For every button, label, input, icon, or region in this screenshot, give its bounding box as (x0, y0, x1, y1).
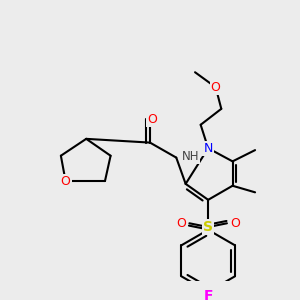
Text: O: O (211, 81, 220, 94)
Text: F: F (203, 289, 213, 300)
Text: N: N (203, 142, 213, 155)
Text: O: O (147, 112, 157, 126)
Text: O: O (176, 217, 186, 230)
Text: NH: NH (182, 150, 200, 163)
Text: O: O (230, 217, 240, 230)
Text: S: S (203, 220, 213, 234)
Text: O: O (61, 175, 70, 188)
